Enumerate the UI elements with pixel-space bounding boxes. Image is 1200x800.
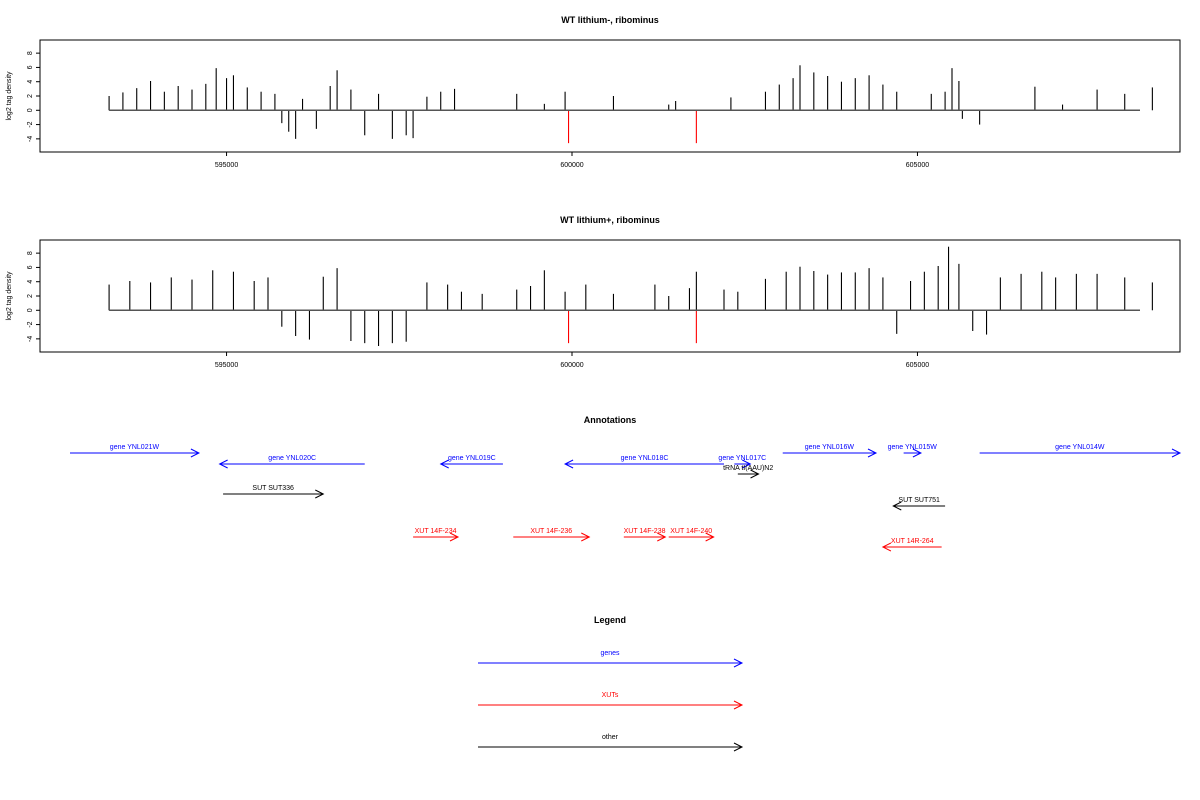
legend-label: other bbox=[602, 734, 619, 741]
feature-gene: gene YNL017C bbox=[718, 455, 766, 469]
arrow-head bbox=[190, 448, 201, 458]
feature-gene: gene YNL016W bbox=[782, 444, 878, 458]
legend-title: Legend bbox=[594, 615, 626, 625]
feature-label: XUT 14F-236 bbox=[530, 528, 572, 535]
arrow-head bbox=[1171, 448, 1182, 458]
y-tick-label: -4 bbox=[27, 136, 34, 142]
annotations-title: Annotations bbox=[584, 415, 637, 425]
feature-label: SUT SUT336 bbox=[252, 485, 294, 492]
arrow-head bbox=[733, 742, 744, 752]
y-tick-label: -4 bbox=[27, 336, 34, 342]
arrow-head bbox=[867, 448, 878, 458]
arrow-head bbox=[750, 469, 760, 479]
arrow-head bbox=[581, 532, 591, 542]
panel-title: WT lithium+, ribominus bbox=[560, 215, 660, 225]
arrow-head bbox=[563, 459, 574, 469]
plot-frame bbox=[39, 239, 1181, 353]
y-tick-label: 6 bbox=[27, 65, 34, 69]
feature-label: XUT 14F-240 bbox=[670, 528, 712, 535]
feature-label: SUT SUT751 bbox=[898, 497, 940, 504]
feature-label: gene YNL020C bbox=[268, 455, 316, 462]
annotation-track: Annotations gene YNL021W gene YNL020C gene … bbox=[70, 415, 1182, 552]
x-tick-label: 600000 bbox=[560, 162, 583, 169]
panel-title: WT lithium-, ribominus bbox=[561, 15, 659, 25]
y-tick-label: 0 bbox=[27, 308, 34, 312]
feature-xut: XUT 14R-264 bbox=[881, 538, 942, 552]
feature-label: XUT 14F-238 bbox=[624, 528, 666, 535]
arrow-head bbox=[881, 542, 892, 552]
arrow-head bbox=[218, 459, 228, 469]
y-axis-label: log2 tag density bbox=[6, 271, 13, 321]
arrow-head bbox=[912, 448, 923, 458]
feature-label: gene YNL017C bbox=[718, 455, 766, 462]
feature-label: gene YNL019C bbox=[448, 455, 496, 462]
y-tick-label: -2 bbox=[27, 321, 34, 327]
arrow-head bbox=[733, 700, 744, 710]
feature-gene: gene YNL014W bbox=[979, 444, 1182, 458]
y-tick-label: 6 bbox=[27, 265, 34, 269]
y-tick-label: 0 bbox=[27, 108, 34, 112]
feature-xut: XUT 14F-236 bbox=[513, 528, 591, 542]
x-tick-label: 605000 bbox=[906, 162, 929, 169]
feature-xut: XUT 14F-240 bbox=[668, 528, 715, 542]
feature-gene: gene YNL015W bbox=[888, 444, 938, 458]
legend-entry: genes bbox=[478, 650, 744, 668]
feature-other: SUT SUT336 bbox=[223, 485, 325, 499]
plot-frame bbox=[39, 39, 1181, 153]
feature-label: gene YNL021W bbox=[110, 444, 160, 451]
signal-panel-2: WT lithium+, ribominus log2 tag density -4… bbox=[6, 215, 1181, 369]
feature-gene: gene YNL019C bbox=[439, 455, 503, 469]
legend-label: genes bbox=[600, 650, 620, 657]
legend-entry: XUTs bbox=[478, 692, 744, 710]
feature-label: gene YNL018C bbox=[621, 455, 669, 462]
feature-other: SUT SUT751 bbox=[892, 497, 946, 511]
arrow-head bbox=[892, 501, 902, 511]
feature-label: tRNA tI(AAU)N2 bbox=[723, 465, 773, 472]
x-tick-label: 595000 bbox=[215, 362, 238, 369]
feature-xut: XUT 14F-238 bbox=[624, 528, 667, 542]
y-tick-label: -2 bbox=[27, 121, 34, 127]
x-tick-label: 605000 bbox=[906, 362, 929, 369]
y-tick-label: 2 bbox=[27, 294, 34, 298]
y-tick-label: 4 bbox=[27, 80, 34, 84]
y-tick-label: 8 bbox=[27, 51, 34, 55]
feature-other: tRNA tI(AAU)N2 bbox=[723, 465, 773, 479]
arrow-head bbox=[449, 532, 460, 542]
arrow-head bbox=[439, 459, 449, 469]
feature-gene: gene YNL021W bbox=[70, 444, 201, 458]
y-tick-label: 2 bbox=[27, 94, 34, 98]
y-axis-label: log2 tag density bbox=[6, 71, 13, 121]
y-tick-label: 8 bbox=[27, 251, 34, 255]
x-tick-label: 595000 bbox=[215, 162, 238, 169]
feature-xut: XUT 14F-234 bbox=[413, 528, 460, 542]
arrow-head bbox=[742, 459, 752, 469]
feature-label: gene YNL015W bbox=[888, 444, 938, 451]
legend: Legend genes XUTs other bbox=[478, 615, 744, 752]
feature-label: XUT 14F-234 bbox=[415, 528, 457, 535]
legend-label: XUTs bbox=[602, 692, 619, 699]
y-tick-label: 4 bbox=[27, 280, 34, 284]
feature-gene: gene YNL018C bbox=[563, 455, 724, 469]
arrow-head bbox=[657, 532, 667, 542]
feature-gene: gene YNL020C bbox=[218, 455, 365, 469]
feature-label: gene YNL014W bbox=[1055, 444, 1105, 451]
arrow-head bbox=[705, 532, 715, 542]
legend-entry: other bbox=[478, 734, 744, 752]
signal-panel-1: WT lithium-, ribominus log2 tag density -4… bbox=[6, 15, 1181, 169]
feature-label: XUT 14R-264 bbox=[891, 538, 934, 545]
arrow-head bbox=[733, 658, 744, 668]
arrow-head bbox=[315, 489, 325, 499]
feature-label: gene YNL016W bbox=[805, 444, 855, 451]
x-tick-label: 600000 bbox=[560, 362, 583, 369]
